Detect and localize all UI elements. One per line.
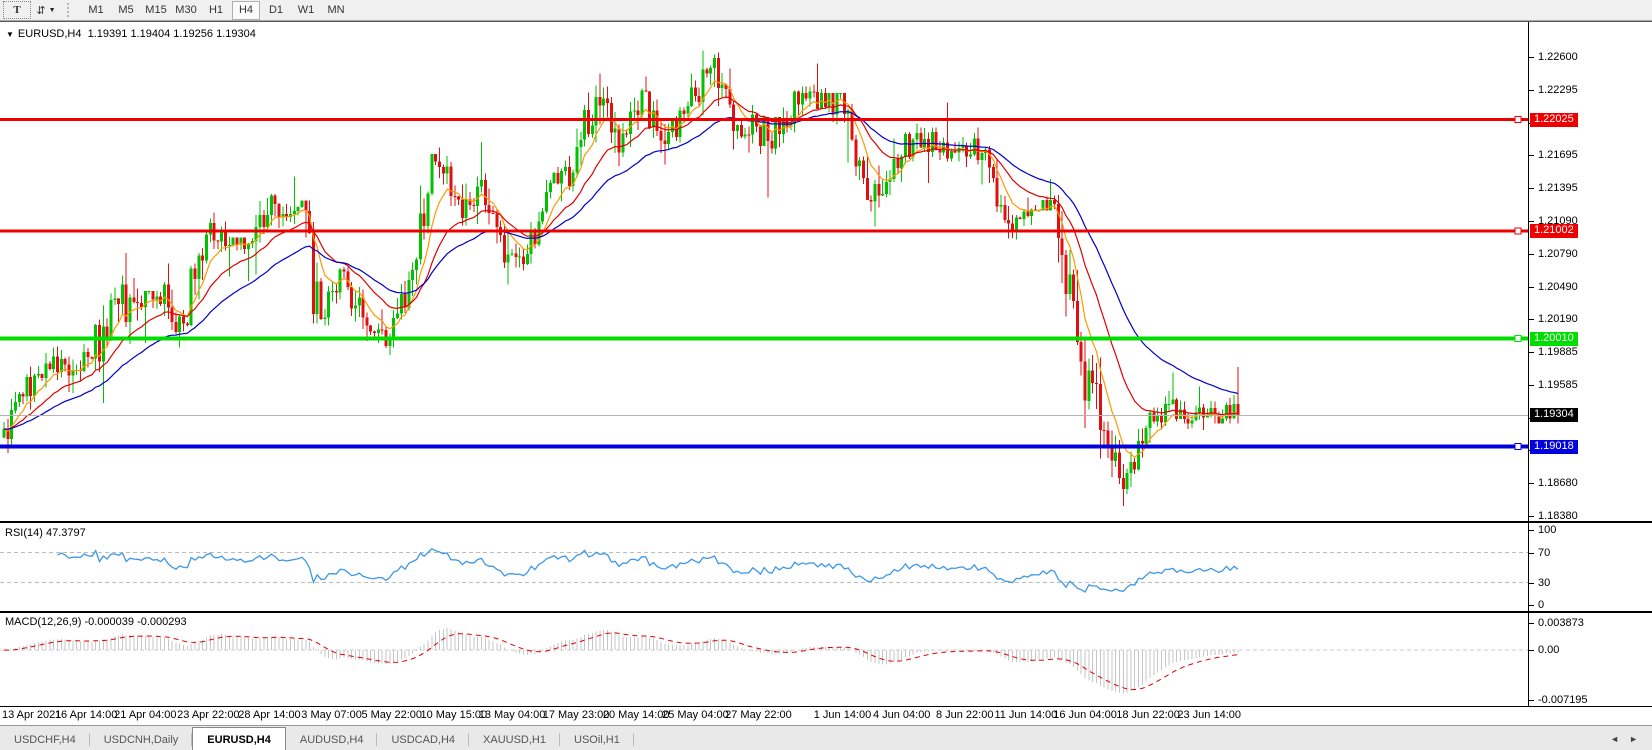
rsi-tick: 0 <box>1529 598 1544 612</box>
chart-tabs: USDCHF,H4 USDCNH,Daily EURUSD,H4 AUDUSD,H4 U… <box>0 726 634 750</box>
macd-chart[interactable] <box>0 614 1529 706</box>
tab-scroll-right-icon[interactable]: ► <box>1629 733 1638 744</box>
timeframe-button-m30[interactable]: M30 <box>175 4 197 16</box>
chart-tab-audusd-h4[interactable]: AUDUSD,H4 <box>286 728 378 750</box>
price-tick: 1.22295 <box>1529 83 1578 97</box>
toolbar-grip <box>67 3 75 17</box>
arrange-tool-button[interactable]: ⇵ ▼ <box>33 2 59 18</box>
time-label: 16 Jun 04:00 <box>1053 709 1117 721</box>
timeframe-button-h4[interactable]: H4 <box>232 0 260 20</box>
window-border <box>0 21 1652 22</box>
chart-tab-xauusd-h1[interactable]: XAUUSD,H1 <box>469 728 560 750</box>
time-label: 5 May 22:00 <box>361 709 422 721</box>
tab-divider <box>632 733 634 746</box>
tab-divider <box>376 733 378 746</box>
tab-divider <box>88 733 90 746</box>
chart-tab-usdcnh-daily[interactable]: USDCNH,Daily <box>90 728 193 750</box>
timeframe-button-m1[interactable]: M1 <box>88 4 104 16</box>
time-label: 21 Apr 04:00 <box>114 709 177 721</box>
chart-window: ▼ EURUSD,H4 1.19391 1.19404 1.19256 1.193… <box>0 21 1652 725</box>
price-tick: 1.20790 <box>1529 247 1578 261</box>
time-label: 13 Apr 2021 <box>2 709 62 721</box>
price-axis-border <box>1528 22 1529 706</box>
time-label: 4 Jun 04:00 <box>872 709 931 721</box>
symbol-dropdown-icon[interactable]: ▼ <box>6 30 14 39</box>
time-label: 17 May 23:00 <box>542 709 610 721</box>
double-arrow-icon: ⇵ <box>36 4 46 17</box>
price-tick: 1.20190 <box>1529 312 1578 326</box>
timeframe-button-mn[interactable]: MN <box>327 4 345 16</box>
timeframe-button-m5[interactable]: M5 <box>118 4 134 16</box>
tab-scroll-arrows: ◄ ► <box>1610 726 1652 750</box>
macd-tick: 0.003873 <box>1529 616 1584 630</box>
chart-tab-eurusd-h4[interactable]: EURUSD,H4 <box>192 727 286 750</box>
time-label: 1 Jun 14:00 <box>813 709 872 721</box>
price-chart[interactable] <box>0 23 1529 521</box>
pane-border <box>0 706 1652 707</box>
timeframe-button-h1[interactable]: H1 <box>208 4 224 16</box>
price-tick: 1.19885 <box>1529 345 1578 359</box>
time-label: 27 May 22:00 <box>725 709 792 721</box>
time-label: 25 May 04:00 <box>662 709 729 721</box>
price-tick: 1.21695 <box>1529 148 1578 162</box>
chart-tabs-bar: USDCHF,H4 USDCNH,Daily EURUSD,H4 AUDUSD,H4 U… <box>0 725 1652 750</box>
price-tick: 1.19585 <box>1529 378 1578 392</box>
tab-divider <box>191 733 193 746</box>
macd-tick: -0.007195 <box>1529 693 1588 707</box>
rsi-chart[interactable] <box>0 524 1529 611</box>
rsi-tick: 100 <box>1529 523 1556 537</box>
time-label: 23 Apr 22:00 <box>177 709 240 721</box>
time-label: 10 May 15:00 <box>420 709 488 721</box>
timeframe-toolbar: M1 M5 M15 M30 H1 H4 D1 W1 MN <box>81 0 351 20</box>
time-label: 8 Jun 22:00 <box>935 709 994 721</box>
pane-separator[interactable] <box>0 521 1652 523</box>
rsi-tick: 70 <box>1529 546 1550 560</box>
tab-divider <box>559 733 560 746</box>
price-tick: 1.21395 <box>1529 181 1578 195</box>
timeframe-button-d1[interactable]: D1 <box>268 4 284 16</box>
chart-tab-usdcad-h4[interactable]: USDCAD,H4 <box>377 728 470 750</box>
price-axis[interactable]: 1.226001.222951.219951.216951.213951.210… <box>1529 21 1652 725</box>
time-label: 16 Apr 14:00 <box>54 709 118 721</box>
level-price-label: 1.20010 <box>1530 332 1578 346</box>
time-label: 20 May 14:00 <box>602 709 670 721</box>
chart-tab-usdchf-h4[interactable]: USDCHF,H4 <box>0 728 90 750</box>
timeframe-button-w1[interactable]: W1 <box>297 4 315 16</box>
timeframe-button-m15[interactable]: M15 <box>145 4 167 16</box>
tab-divider <box>468 733 470 746</box>
time-label: 13 May 04:00 <box>478 709 546 721</box>
time-label: 3 May 07:00 <box>301 709 362 721</box>
rsi-label: RSI(14) 47.3797 <box>5 527 86 539</box>
chart-tab-usoil-h1[interactable]: USOil,H1 <box>560 728 634 750</box>
time-label: 18 Jun 22:00 <box>1116 709 1180 721</box>
macd-tick: 0.00 <box>1529 643 1559 657</box>
tab-scroll-left-icon[interactable]: ◄ <box>1610 733 1620 744</box>
price-tick: 1.18680 <box>1529 476 1578 490</box>
chart-header: ▼ EURUSD,H4 1.19391 1.19404 1.19256 1.193… <box>6 28 256 40</box>
time-label: 28 Apr 14:00 <box>238 709 301 721</box>
current-price-label: 1.19304 <box>1530 408 1578 422</box>
pane-separator[interactable] <box>0 611 1652 613</box>
level-price-label: 1.19018 <box>1530 440 1578 454</box>
level-price-label: 1.22025 <box>1530 113 1578 127</box>
toolbar: T ⇵ ▼ M1 M5 M15 M30 H1 H4 D1 W1 MN <box>0 0 1652 21</box>
dropdown-caret-icon: ▼ <box>48 6 56 14</box>
price-tick: 1.20490 <box>1529 280 1578 294</box>
chart-symbol: EURUSD,H4 <box>17 28 82 40</box>
macd-label: MACD(12,26,9) -0.000039 -0.000293 <box>5 616 187 628</box>
price-tick: 1.18380 <box>1529 509 1578 523</box>
level-price-label: 1.21002 <box>1530 224 1578 238</box>
price-tick: 1.22600 <box>1529 50 1578 64</box>
time-axis[interactable]: 13 Apr 2021 16 Apr 14:00 21 Apr 04:00 23 Ap… <box>0 707 1652 725</box>
time-label: 11 Jun 14:00 <box>994 709 1058 721</box>
text-tool-button[interactable]: T <box>3 1 31 19</box>
chart-ohlc: 1.19391 1.19404 1.19256 1.19304 <box>87 28 256 40</box>
time-label: 23 Jun 14:00 <box>1177 709 1242 721</box>
rsi-tick: 30 <box>1529 576 1550 590</box>
